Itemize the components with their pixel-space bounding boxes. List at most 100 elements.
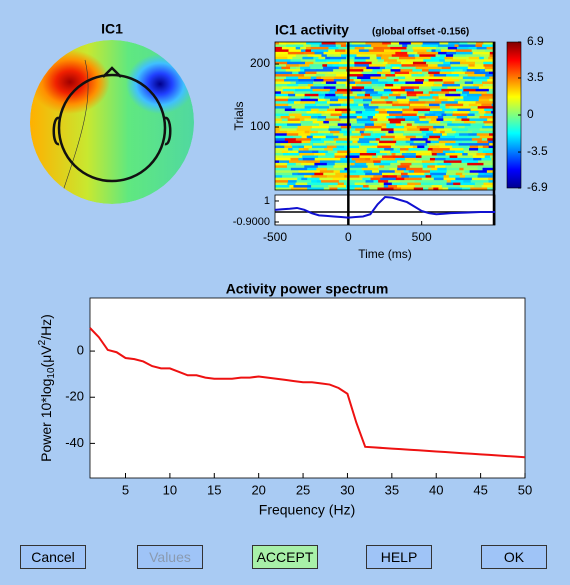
image-cell (432, 83, 443, 87)
image-cell (300, 120, 313, 124)
image-cell (363, 103, 370, 107)
image-cell (474, 61, 484, 65)
image-cell (488, 177, 496, 181)
image-cell (463, 88, 476, 92)
image-cell (275, 157, 291, 161)
y-tick-label: 100 (250, 119, 270, 133)
image-cell (435, 113, 442, 117)
y-tick-label: 0 (77, 343, 84, 358)
image-cell (386, 153, 392, 156)
image-cell (298, 150, 313, 154)
image-cell (420, 182, 434, 186)
image-cell (425, 175, 432, 178)
image-cell (332, 177, 346, 181)
image-cell (382, 175, 389, 178)
image-cell (444, 130, 457, 134)
image-cell (300, 66, 311, 70)
x-tick-label: -500 (263, 230, 287, 244)
image-cell (472, 155, 486, 159)
image-cell (417, 145, 425, 149)
image-cell (300, 49, 306, 53)
image-cell (379, 182, 385, 186)
image-cell (396, 175, 402, 178)
image-cell (304, 69, 317, 72)
image-cell (485, 153, 496, 156)
image-cell (355, 81, 361, 85)
image-cell (437, 64, 451, 67)
image-cell (318, 93, 326, 97)
image-cell (369, 187, 378, 191)
image-cell (408, 101, 426, 104)
image-cell (437, 167, 447, 171)
image-cell (335, 44, 342, 48)
image-cell (381, 123, 387, 127)
image-cell (469, 170, 488, 174)
image-cell (474, 71, 484, 75)
image-cell (341, 128, 349, 132)
image-cell (463, 150, 479, 154)
image-cell (400, 69, 413, 72)
image-cell (431, 175, 444, 178)
help-button[interactable]: HELP (366, 545, 432, 569)
image-cell (458, 143, 477, 146)
image-cell (454, 81, 466, 85)
image-cell (445, 93, 461, 97)
image-cell (388, 180, 396, 183)
image-cell (380, 96, 389, 100)
image-cell (350, 162, 355, 166)
image-cell (363, 185, 369, 188)
image-cell (467, 113, 475, 117)
image-cell (286, 165, 305, 169)
image-cell (482, 59, 496, 63)
image-cell (372, 69, 383, 72)
image-cell (436, 118, 444, 122)
image-cell (378, 180, 389, 183)
image-cell (393, 187, 402, 191)
image-cell (344, 167, 349, 171)
image-cell (325, 93, 336, 97)
image-cell (337, 185, 347, 188)
image-cell (349, 106, 365, 109)
image-cell (457, 108, 471, 112)
image-cell (348, 167, 363, 171)
image-cell (447, 46, 458, 50)
image-cell (402, 113, 418, 117)
image-cell (346, 79, 354, 82)
image-cell (439, 42, 449, 45)
erp-title: IC1 activity (275, 22, 349, 38)
image-cell (440, 120, 448, 124)
image-cell (350, 88, 362, 92)
image-cell (463, 103, 470, 107)
image-cell (455, 140, 463, 144)
image-cell (369, 140, 380, 144)
image-cell (282, 175, 295, 178)
image-cell (454, 69, 463, 72)
image-cell (422, 162, 438, 166)
image-cell (347, 120, 358, 124)
accept-button[interactable]: ACCEPT (252, 545, 318, 569)
image-cell (478, 111, 486, 114)
image-cell (379, 66, 386, 70)
image-cell (345, 44, 360, 48)
image-cell (332, 148, 350, 151)
ylabel-part: (μV (38, 345, 54, 368)
image-cell (287, 51, 304, 55)
image-cell (288, 140, 302, 144)
image-cell (487, 79, 496, 82)
image-cell (454, 44, 459, 48)
ok-button[interactable]: OK (481, 545, 547, 569)
image-cell (473, 185, 482, 188)
image-cell (317, 98, 326, 102)
image-cell (297, 177, 302, 181)
image-cell (365, 91, 379, 95)
image-cell (334, 153, 350, 156)
image-cell (446, 182, 454, 186)
image-cell (316, 69, 334, 72)
image-cell (330, 113, 342, 117)
image-cell (292, 155, 303, 159)
image-cell (312, 88, 331, 92)
image-cell (452, 145, 471, 149)
image-cell (286, 64, 300, 67)
cancel-button[interactable]: Cancel (20, 545, 86, 569)
image-cell (287, 83, 299, 87)
